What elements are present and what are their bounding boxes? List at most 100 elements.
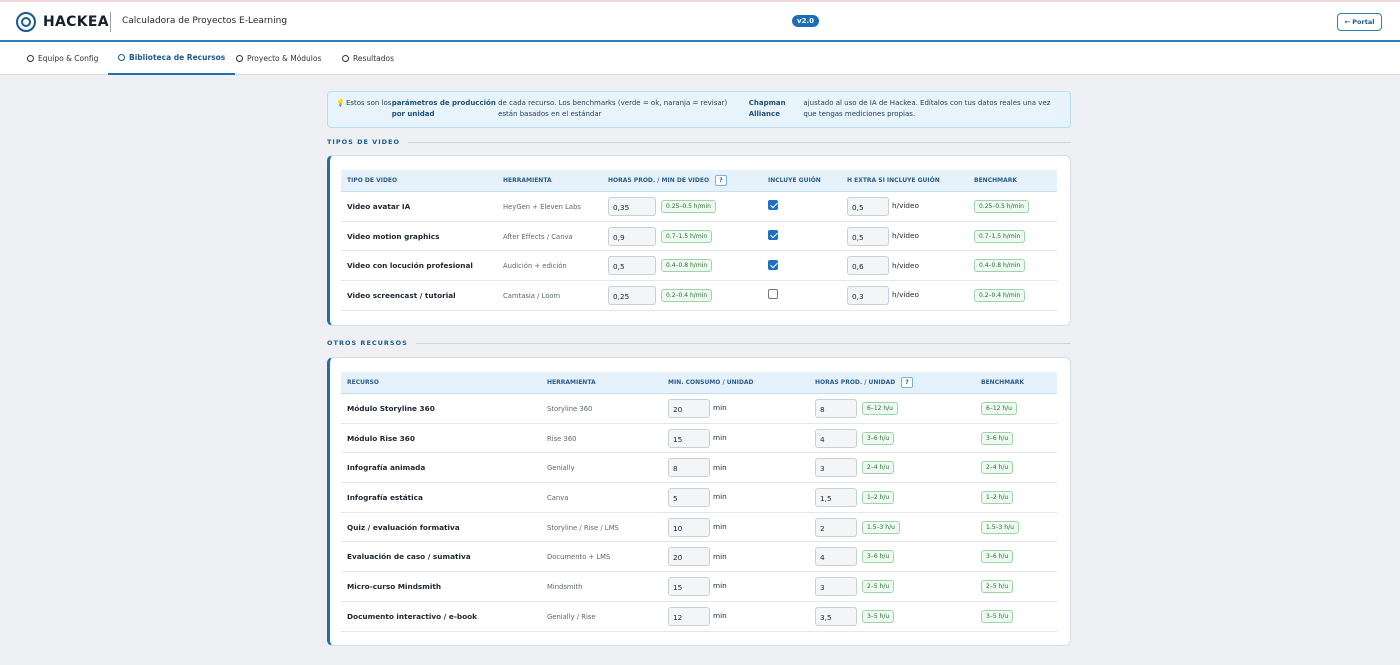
unit: min (713, 551, 727, 561)
hours-input[interactable]: 0,35 (608, 196, 656, 216)
table-row: Micro-curso Mindsmith Mindsmith 15 min 3 2–5 … (341, 572, 1057, 602)
tab[interactable]: Resultados (342, 42, 394, 75)
notice-text: ajustado al uso de IA de Hackea. Edítalo… (803, 99, 1051, 119)
separator (110, 12, 111, 32)
range-badge: 0.2–0.4 h/min (661, 288, 713, 302)
tab[interactable]: Proyecto & Módulos (236, 42, 321, 75)
range-badge: 0.4–0.8 h/min (661, 259, 713, 273)
tool: Camtasia / Loom (503, 291, 561, 300)
tool: Documento + LMS (547, 553, 611, 562)
cell: 15 min (668, 428, 815, 448)
tab[interactable]: Equipo & Config (27, 42, 98, 75)
hours-input[interactable]: 0,9 (608, 226, 656, 246)
extra-input[interactable]: 0,5 (847, 226, 889, 246)
benchmark-badge: 0.4–0.8 h/min (974, 259, 1026, 273)
tool: Rise 360 (547, 434, 577, 443)
header-cell: HORAS PROD. / UNIDAD? (815, 377, 981, 388)
consumption-input[interactable]: 12 (668, 606, 710, 626)
hours-input[interactable]: 3 (815, 458, 857, 478)
hours-input[interactable]: 4 (815, 428, 857, 448)
tool: Audición + edición (503, 262, 567, 271)
cell: 0,5 0.4–0.8 h/min (608, 256, 768, 276)
extra-input[interactable]: 0,3 (847, 285, 889, 305)
unit: min (713, 581, 727, 591)
header-cell: H EXTRA SI INCLUYE GUIÓN (847, 177, 974, 184)
cell: 3–6 h/u (981, 431, 1057, 445)
header-text: HORAS PROD. / UNIDAD (815, 379, 896, 386)
extra-input[interactable]: 0,6 (847, 256, 889, 276)
video-type: Video screencast / tutorial (347, 290, 456, 300)
cell: 1,5 1–2 h/u (815, 487, 981, 507)
header-text: MIN. CONSUMO / UNIDAD (668, 379, 754, 386)
header-text: HORAS PROD. / MIN DE VIDEO (608, 177, 710, 184)
hours-input[interactable]: 0,5 (608, 256, 656, 276)
hours-input[interactable]: 4 (815, 547, 857, 567)
notice-bold: parámetros de producción por unidad (391, 99, 496, 119)
extra-input[interactable]: 0,5 (847, 196, 889, 216)
hours-input[interactable]: 8 (815, 398, 857, 418)
consumption-input[interactable]: 20 (668, 398, 710, 418)
cell: Camtasia / Loom (503, 291, 608, 300)
logo-icon (16, 12, 36, 32)
help-button[interactable]: ? (715, 175, 727, 186)
unit: min (713, 462, 727, 472)
notice-text: Estos son los (345, 99, 392, 107)
table-row: Video con locución profesional Audición +… (341, 251, 1057, 282)
benchmark-badge: 0.25–0.5 h/min (974, 199, 1029, 213)
table-row: Documento interactivo / e-book Genially /… (341, 602, 1057, 632)
resource-name: Quiz / evaluación formativa (347, 522, 460, 532)
resource-name: Infografía animada (347, 463, 426, 473)
header-text: BENCHMARK (974, 177, 1018, 184)
table-row: Infografía estática Canva 5 min 1,5 1–2 h/u 1–… (341, 483, 1057, 513)
resource-name: Evaluación de caso / sumativa (347, 552, 471, 562)
header-text: H EXTRA SI INCLUYE GUIÓN (847, 177, 940, 184)
hours-input[interactable]: 3 (815, 576, 857, 596)
cell: Infografía animada (347, 463, 547, 472)
consumption-input[interactable]: 15 (668, 428, 710, 448)
benchmark-badge: 0.2–0.4 h/min (974, 288, 1026, 302)
consumption-input[interactable]: 10 (668, 517, 710, 537)
header-cell: MIN. CONSUMO / UNIDAD (668, 379, 815, 386)
cell: 0.4–0.8 h/min (974, 259, 1057, 273)
hours-input[interactable]: 2 (815, 517, 857, 537)
cell (768, 289, 847, 301)
cell (768, 230, 847, 242)
script-checkbox[interactable] (768, 259, 778, 270)
portal-button[interactable]: ← Portal (1337, 13, 1382, 31)
hours-input[interactable]: 0,25 (608, 285, 656, 305)
unit: h/video (892, 290, 920, 300)
script-checkbox[interactable] (768, 289, 778, 300)
table-row: Infografía animada Genially 8 min 3 2–4 h/u 2–… (341, 453, 1057, 484)
cell: 0,6 h/video (847, 256, 974, 276)
consumption-input[interactable]: 5 (668, 487, 710, 507)
section-title: TIPOS DE VIDEO (327, 138, 1071, 146)
cell: Canva (547, 493, 668, 502)
tool: After Effects / Canva (503, 232, 573, 241)
tool: Storyline 360 (547, 404, 593, 413)
header-cell: HERRAMIENTA (547, 379, 668, 386)
script-checkbox[interactable] (768, 230, 778, 241)
cell: 4 3–6 h/u (815, 428, 981, 448)
table-row: Quiz / evaluación formativa Storyline / R… (341, 513, 1057, 543)
cell: Video motion graphics (347, 232, 503, 241)
hours-input[interactable]: 3,5 (815, 606, 857, 626)
tab-active[interactable]: Biblioteca de Recursos (108, 42, 236, 75)
cell: 1–2 h/u (981, 490, 1057, 504)
consumption-input[interactable]: 15 (668, 576, 710, 596)
top-bar: HACKEA Calculadora de Proyectos E-Learni… (0, 0, 1400, 42)
cell: Quiz / evaluación formativa (347, 523, 547, 532)
cell: 0.7–1.5 h/min (974, 229, 1057, 243)
cell: 1.5–3 h/u (981, 520, 1057, 534)
unit: min (713, 403, 727, 413)
table-row: Video motion graphics After Effects / Can… (341, 222, 1057, 252)
range-badge: 2–5 h/u (862, 579, 895, 593)
cell: 2–4 h/u (981, 461, 1057, 475)
consumption-input[interactable]: 8 (668, 458, 710, 478)
cell: 6–12 h/u (981, 401, 1057, 415)
cell: Evaluación de caso / sumativa (347, 552, 547, 561)
help-button[interactable]: ? (901, 377, 913, 388)
header-cell: HERRAMIENTA (503, 177, 608, 184)
hours-input[interactable]: 1,5 (815, 487, 857, 507)
consumption-input[interactable]: 20 (668, 547, 710, 567)
script-checkbox[interactable] (768, 200, 778, 211)
